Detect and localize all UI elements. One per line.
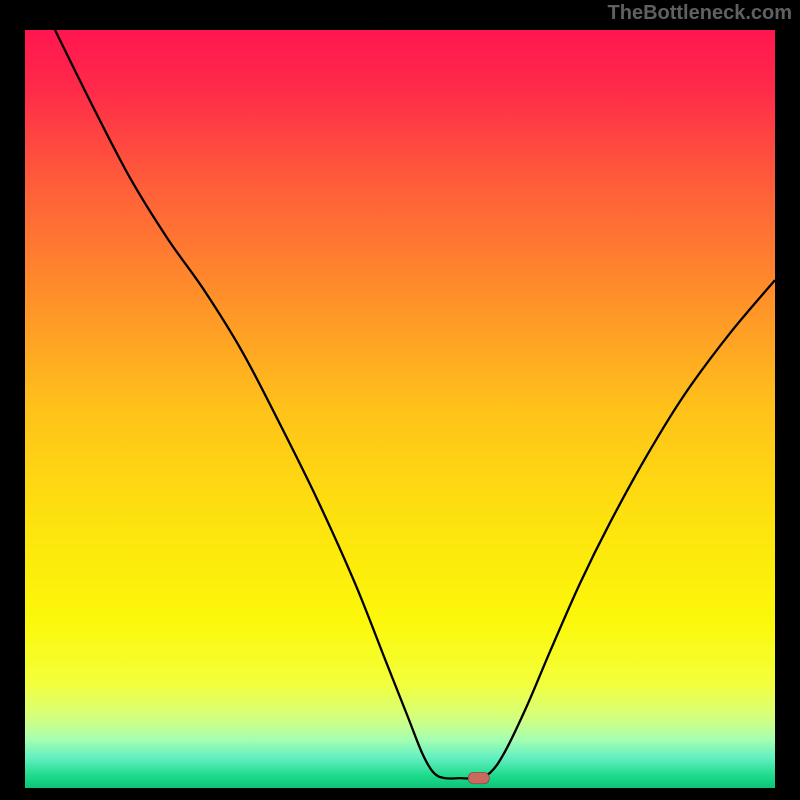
bottleneck-chart	[25, 30, 775, 788]
optimal-point-marker	[468, 772, 489, 783]
chart-background	[25, 30, 775, 788]
plot-area	[25, 30, 775, 788]
chart-frame: TheBottleneck.com	[0, 0, 800, 800]
attribution-text: TheBottleneck.com	[608, 2, 792, 25]
